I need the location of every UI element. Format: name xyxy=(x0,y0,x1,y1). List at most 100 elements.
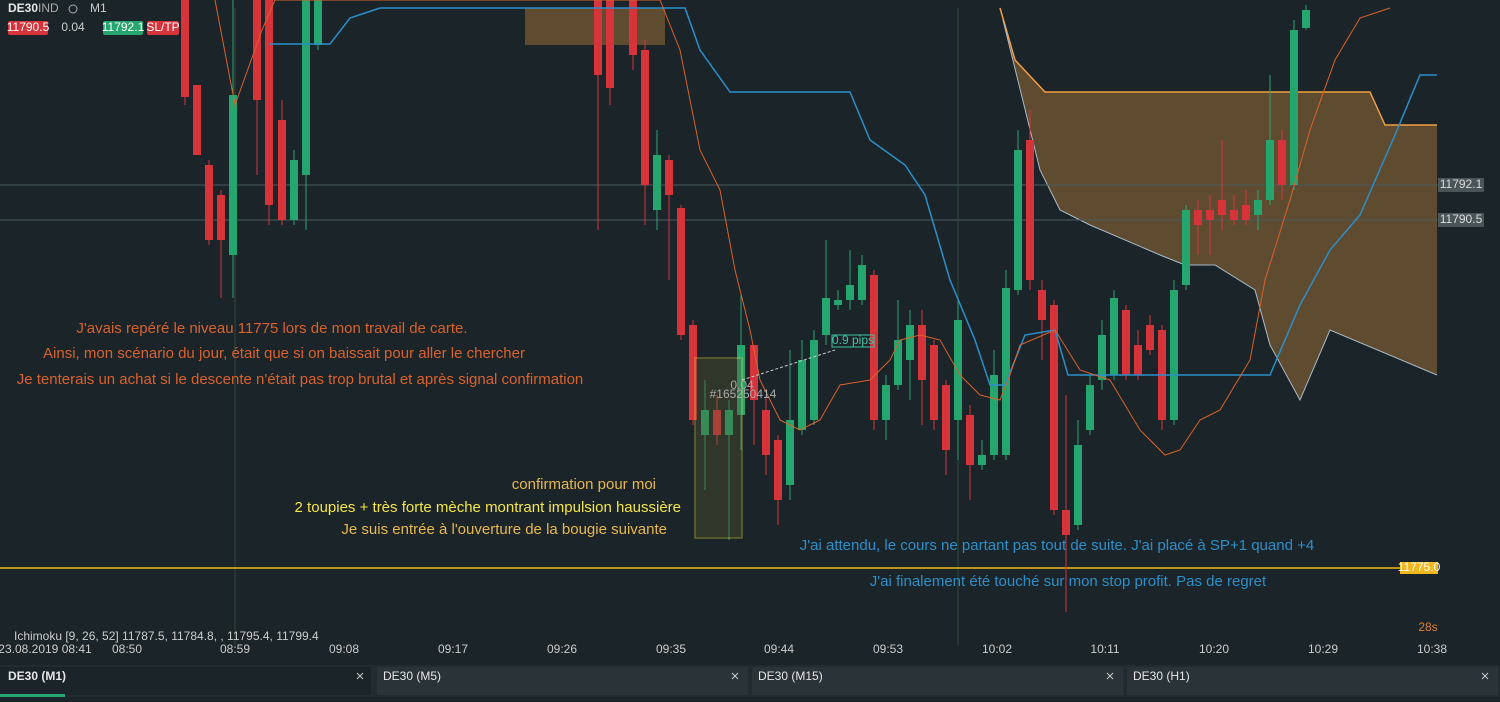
time-label: 10:11 xyxy=(1090,642,1119,656)
candle-body xyxy=(810,340,818,420)
time-label: 08:50 xyxy=(112,642,142,656)
candle-body xyxy=(594,0,602,75)
tab-close[interactable] xyxy=(1481,672,1489,680)
candle-body xyxy=(1002,288,1010,455)
annotation: Ainsi, mon scénario du jour, était que s… xyxy=(43,345,525,362)
time-label: 10:02 xyxy=(982,642,1012,656)
time-label: 10:29 xyxy=(1308,642,1338,656)
time-label: 08:59 xyxy=(220,642,250,656)
candle-body xyxy=(1014,150,1022,290)
candle-body xyxy=(253,0,261,100)
time-label: 09:26 xyxy=(547,642,577,656)
candle-body xyxy=(990,375,998,455)
candle-body xyxy=(1206,210,1214,220)
candle-body xyxy=(786,420,794,485)
symbol: DE30 xyxy=(8,1,38,15)
price-label: 11775.0 xyxy=(1398,560,1441,574)
candle-body xyxy=(966,415,974,465)
candle-body xyxy=(1290,30,1298,185)
candle-body xyxy=(314,0,322,45)
bid: 11790.5 xyxy=(7,20,50,34)
info-icon[interactable] xyxy=(68,4,78,14)
candle-body xyxy=(882,385,890,420)
candle-body xyxy=(181,0,189,97)
candle-body xyxy=(1278,140,1286,185)
candle-body xyxy=(846,285,854,300)
candle-body xyxy=(1122,310,1130,375)
tab-close[interactable] xyxy=(356,672,364,680)
candle-body xyxy=(1254,200,1262,215)
candle-body xyxy=(229,95,237,255)
candle-body xyxy=(205,165,213,240)
candle-body xyxy=(894,340,902,385)
candle-body xyxy=(1050,305,1058,510)
time-label: 10:38 xyxy=(1417,642,1447,656)
tab-label: DE30 (H1) xyxy=(1133,669,1190,683)
annotation: Je suis entrée à l'ouverture de la bougi… xyxy=(341,521,667,538)
trade-link xyxy=(741,349,836,381)
candle-body xyxy=(1026,140,1034,280)
candle-body xyxy=(1146,325,1154,350)
candle-body xyxy=(798,360,806,430)
tab-active-bar xyxy=(0,694,65,697)
candle-body xyxy=(193,85,201,155)
annotation: 2 toupies + très forte mèche montrant im… xyxy=(295,499,681,516)
tab[interactable] xyxy=(0,667,371,695)
sltp-box[interactable] xyxy=(147,21,179,35)
candle-body xyxy=(737,345,745,415)
tab[interactable] xyxy=(377,667,748,695)
tab[interactable] xyxy=(1127,667,1498,695)
type: IND xyxy=(38,1,59,15)
tabs: DE30 (M1) DE30 (M5) DE30 (M15) DE30 (H1) xyxy=(0,667,1498,697)
time-label: 09:08 xyxy=(329,642,359,656)
candle-body xyxy=(725,410,733,435)
indicator: Ichimoku [9, 26, 52] 11787.5, 11784.8, ,… xyxy=(14,629,319,643)
tab-close[interactable] xyxy=(1106,672,1114,680)
candle-body xyxy=(1098,335,1106,380)
candle-body xyxy=(701,410,709,435)
candle-body xyxy=(1302,10,1310,28)
candle-body xyxy=(1170,290,1178,420)
bid-box[interactable] xyxy=(8,21,48,35)
signal-box xyxy=(694,357,743,539)
candle-body xyxy=(217,195,225,240)
annotation: Je tenterais un achat si le descente n'é… xyxy=(17,371,584,388)
candle-body xyxy=(930,345,938,420)
candle-body xyxy=(1182,210,1190,285)
tab-label: DE30 (M1) xyxy=(8,669,66,683)
ask: 11792.1 xyxy=(102,20,145,34)
trade-pips-box xyxy=(831,334,875,348)
candle-body xyxy=(641,50,649,185)
candle-body xyxy=(278,120,286,220)
time-label: 23.08.2019 08:41 xyxy=(0,642,92,656)
candle-body xyxy=(1062,510,1070,535)
candle-body xyxy=(954,320,962,420)
candle-body xyxy=(822,298,830,335)
time-label: 09:53 xyxy=(873,642,903,656)
candle-body xyxy=(1074,445,1082,525)
candle-body xyxy=(629,0,637,55)
timeframe[interactable]: M1 xyxy=(90,1,107,15)
candle-body xyxy=(942,385,950,450)
annotation: J'ai finalement été touché sur mon stop … xyxy=(870,573,1267,590)
ask-box[interactable] xyxy=(103,21,143,35)
candle-body xyxy=(290,160,298,220)
candle-body xyxy=(606,0,614,88)
annotation: confirmation pour moi xyxy=(512,476,656,493)
time-label: 09:35 xyxy=(656,642,686,656)
candle-body xyxy=(653,155,661,210)
candle-body xyxy=(1038,290,1046,320)
timer: 28s xyxy=(1418,620,1437,634)
sltp: SL/TP xyxy=(146,20,179,34)
time-label: 09:17 xyxy=(438,642,468,656)
price-tag xyxy=(1438,213,1484,227)
tab[interactable] xyxy=(752,667,1123,695)
tab-close[interactable] xyxy=(731,672,739,680)
pips: 0.9 pips xyxy=(832,333,874,347)
candle-body xyxy=(906,325,914,360)
candle-body xyxy=(665,160,673,195)
price-label: 11790.5 xyxy=(1440,212,1483,226)
candle-body xyxy=(265,0,273,205)
candle-body xyxy=(978,455,986,465)
volume: 0.04 xyxy=(730,378,754,392)
